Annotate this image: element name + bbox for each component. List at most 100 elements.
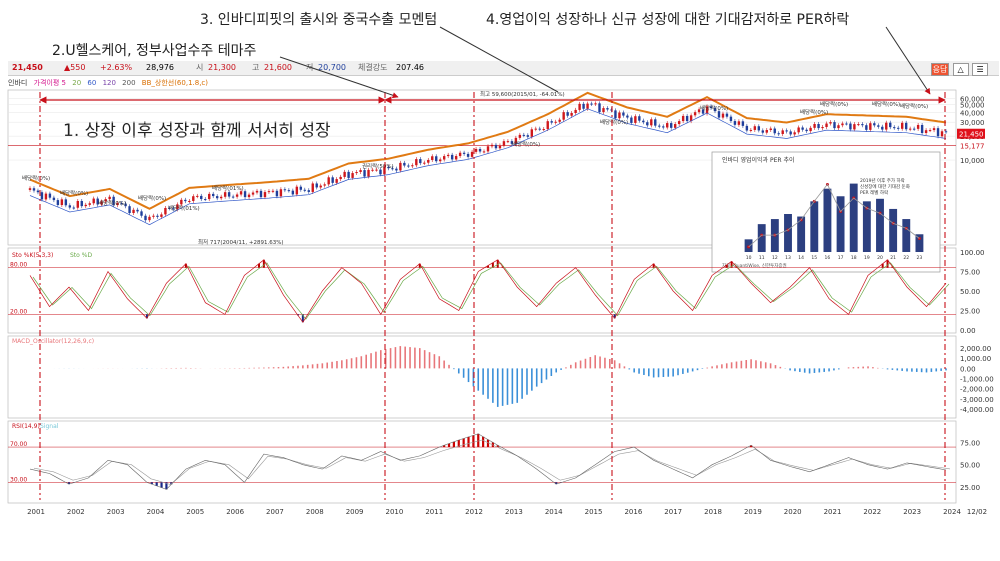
candle-body xyxy=(590,103,593,105)
candle-body xyxy=(259,190,263,198)
candle-body xyxy=(526,135,530,137)
candle-body xyxy=(188,200,191,202)
phase4-pointer xyxy=(885,26,931,95)
candle-body xyxy=(717,111,721,118)
candle-body xyxy=(662,126,665,128)
rsi-signal-line xyxy=(33,439,951,485)
candle-body xyxy=(299,186,303,190)
x-tick-label: 2017 xyxy=(664,508,682,516)
candle-body xyxy=(490,144,494,147)
response-button[interactable]: 응답 xyxy=(931,63,949,76)
candle-body xyxy=(614,110,617,119)
candle-body xyxy=(781,130,784,135)
candle-body xyxy=(773,128,776,134)
candle-body xyxy=(761,130,764,133)
candle-body xyxy=(454,156,458,160)
inset-source: 자료: QuantiWise, 신한투자증권 xyxy=(722,262,787,269)
high-value: 21,600 xyxy=(264,63,292,72)
candle-body xyxy=(510,141,514,144)
candle-body xyxy=(319,185,322,188)
candle-body xyxy=(670,123,673,128)
price-grid xyxy=(8,98,956,161)
candle-body xyxy=(80,200,83,207)
candle-body xyxy=(845,123,848,125)
candle-body xyxy=(40,192,44,200)
rsi-line xyxy=(29,433,947,490)
inset-note-1: 2019년 이후 주가 하락 xyxy=(860,177,905,184)
triangle-icon[interactable]: △ xyxy=(952,63,969,76)
candle-body xyxy=(638,116,641,121)
candle-body xyxy=(52,197,56,201)
x-tick-label: 2013 xyxy=(505,508,523,516)
candle-body xyxy=(789,131,792,135)
price-y-axis: 60,00050,00040,00030,00020,00015,17710,0… xyxy=(957,95,985,165)
candle-body xyxy=(558,119,561,122)
price-callout: 배당락(0%) xyxy=(700,104,728,112)
legend-ma200: 200 xyxy=(122,79,136,87)
candle-body xyxy=(904,122,908,130)
candle-body xyxy=(223,192,227,197)
candle-body xyxy=(721,113,725,118)
candle-body xyxy=(554,121,557,123)
candle-body xyxy=(391,168,394,170)
phase2-annotation: 2.U헬스케어, 정부사업수주 테마주 xyxy=(52,43,257,59)
candle-body xyxy=(928,130,932,132)
inset-bar xyxy=(836,196,845,252)
candle-body xyxy=(586,103,589,109)
inset-x-label: 12 xyxy=(772,255,778,261)
x-tick-label: 2014 xyxy=(545,508,563,516)
candle-body xyxy=(311,183,314,192)
candle-body xyxy=(387,166,390,169)
candle-body xyxy=(295,186,299,195)
osc-level-label: 80.00 xyxy=(10,262,27,269)
candle-body xyxy=(705,106,709,114)
candle-body xyxy=(36,190,40,193)
phase3-pointer xyxy=(439,26,559,93)
candle-body xyxy=(56,200,60,206)
x-tick-label: 2002 xyxy=(67,508,85,516)
candle-body xyxy=(407,165,410,167)
legend-ma20: 20 xyxy=(72,79,82,87)
candle-body xyxy=(574,109,577,114)
osc-tick-label: 0.00 xyxy=(960,365,976,373)
candle-body xyxy=(566,112,569,116)
x-end-label: 12/02 xyxy=(967,508,987,516)
candle-body xyxy=(108,196,111,200)
candle-body xyxy=(885,122,888,130)
candle-body xyxy=(28,188,32,190)
inset-x-label: 11 xyxy=(759,255,765,261)
candle-body xyxy=(825,123,828,128)
legend-bb: BB_상한선(60,1.8,c) xyxy=(141,79,209,87)
x-tick-label: 2022 xyxy=(863,508,881,516)
inset-bar xyxy=(889,208,898,252)
price-callout: 배당락(0%) xyxy=(820,100,848,108)
candle-body xyxy=(128,206,131,214)
candle-body xyxy=(681,115,685,122)
candle-body xyxy=(626,115,629,118)
inset-per-line xyxy=(748,183,920,248)
candle-body xyxy=(530,129,534,137)
candle-body xyxy=(598,103,601,113)
osc-level-label: 30.00 xyxy=(10,476,27,483)
candle-body xyxy=(466,153,470,157)
candle-body xyxy=(498,145,502,149)
candle-body xyxy=(650,119,653,126)
candle-body xyxy=(458,152,462,157)
candle-body xyxy=(235,194,239,197)
volume-value: 28,976 xyxy=(146,63,174,72)
candle-body xyxy=(307,190,310,192)
menu-icon[interactable]: ☰ xyxy=(972,63,989,76)
osc-tick-label: 1,000.00 xyxy=(960,355,991,363)
open-value: 21,300 xyxy=(208,63,236,72)
candle-body xyxy=(156,215,159,217)
candle-body xyxy=(327,177,330,185)
candle-body xyxy=(100,201,103,205)
osc-tick-label: 100.00 xyxy=(960,249,985,257)
phase-arrows xyxy=(39,26,946,104)
candle-body xyxy=(522,134,526,136)
candle-body xyxy=(689,115,693,122)
candle-body xyxy=(709,106,713,108)
candle-body xyxy=(725,113,729,117)
candle-body xyxy=(168,207,171,209)
candle-body xyxy=(940,131,944,137)
